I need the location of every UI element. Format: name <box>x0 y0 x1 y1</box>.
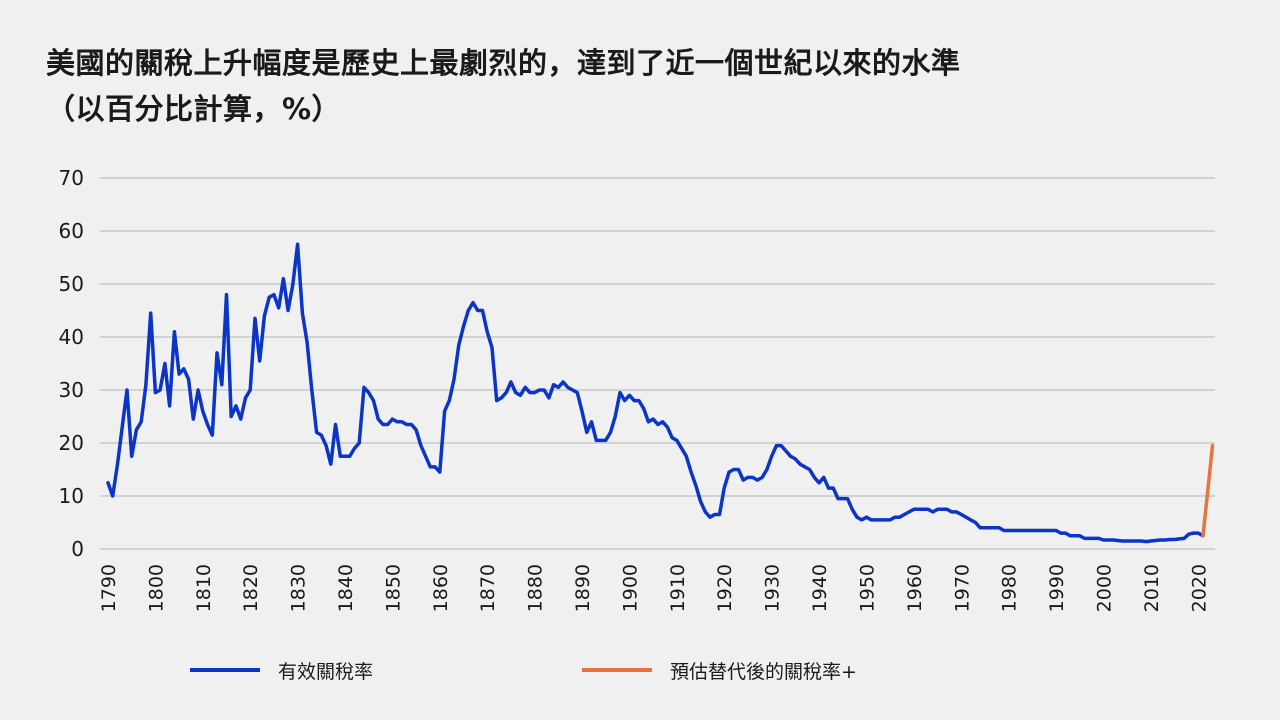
x-tick-label: 1980 <box>999 564 1021 612</box>
legend-item-projected-tariff: 預估替代後的關稅率+ <box>582 655 857 685</box>
legend-item-effective-tariff: 有效關稅率 <box>190 655 373 685</box>
x-tick-label: 1890 <box>572 564 594 612</box>
chart-title: 美國的關稅上升幅度是歷史上最劇烈的，達到了近一個世紀以來的水準 （以百分比計算，… <box>46 40 961 132</box>
x-tick-label: 1880 <box>525 564 547 612</box>
x-tick-label: 1810 <box>193 564 215 612</box>
legend-swatch-orange <box>582 668 652 672</box>
x-tick-label: 1800 <box>145 564 167 612</box>
legend-label: 預估替代後的關稅率+ <box>670 660 857 683</box>
x-tick-label: 1970 <box>951 564 973 612</box>
x-tick-label: 1840 <box>335 564 357 612</box>
x-tick-label: 1870 <box>477 564 499 612</box>
y-tick-label: 10 <box>59 484 84 508</box>
y-tick-label: 70 <box>59 166 84 190</box>
x-tick-label: 1860 <box>430 564 452 612</box>
y-tick-label: 20 <box>59 431 84 455</box>
legend-label: 有效關稅率 <box>278 660 374 683</box>
x-tick-label: 1900 <box>619 564 641 612</box>
y-tick-label: 0 <box>71 537 84 561</box>
x-tick-label: 2010 <box>1141 564 1163 612</box>
series-line-projected-tariff <box>1201 443 1215 538</box>
x-tick-label: 1820 <box>240 564 262 612</box>
x-tick-label: 1920 <box>714 564 736 612</box>
chart-title-line-1: 美國的關稅上升幅度是歷史上最劇烈的，達到了近一個世紀以來的水準 <box>46 46 961 80</box>
y-tick-label: 40 <box>59 325 84 349</box>
series-line-effective-tariff <box>106 242 1205 544</box>
x-tick-label: 1910 <box>667 564 689 612</box>
x-tick-label: 1790 <box>98 564 120 612</box>
chart-title-line-2: （以百分比計算，%） <box>46 92 342 126</box>
x-tick-label: 2020 <box>1188 564 1210 612</box>
x-tick-label: 1990 <box>1046 564 1068 612</box>
x-tick-label: 1930 <box>762 564 784 612</box>
x-tick-label: 1940 <box>809 564 831 612</box>
y-tick-label: 60 <box>59 219 84 243</box>
y-tick-label: 30 <box>59 378 84 402</box>
x-tick-label: 1850 <box>382 564 404 612</box>
y-tick-label: 50 <box>59 272 84 296</box>
x-tick-label: 1950 <box>856 564 878 612</box>
legend-swatch-blue <box>190 668 260 672</box>
x-tick-label: 1830 <box>288 564 310 612</box>
x-tick-label: 2000 <box>1093 564 1115 612</box>
x-tick-label: 1960 <box>904 564 926 612</box>
